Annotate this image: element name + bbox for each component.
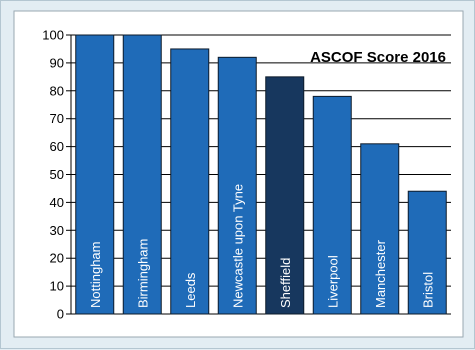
y-tick-label: 100 [42, 28, 64, 43]
bar [360, 143, 400, 315]
bar [407, 190, 447, 315]
bar-category-label: Leeds [183, 272, 198, 308]
y-tick-label: 90 [50, 55, 64, 70]
bar-category-label: Nottingham [88, 242, 103, 308]
bar-category-label: Sheffield [278, 258, 293, 308]
y-tick-label: 70 [50, 111, 64, 126]
bar-category-label: Bristol [420, 272, 435, 308]
bar-category-label: Liverpool [325, 255, 340, 308]
y-tick-label: 0 [57, 307, 64, 322]
y-tick-label: 30 [50, 223, 64, 238]
bars [75, 34, 447, 315]
y-tick-label: 20 [50, 251, 64, 266]
bar [265, 76, 305, 315]
y-tick-label: 10 [50, 279, 64, 294]
bar [170, 48, 210, 315]
bar [217, 56, 257, 315]
y-tick-label: 60 [50, 139, 64, 154]
bar [75, 34, 115, 315]
y-tick-label: 50 [50, 167, 64, 182]
bar-category-label: Manchester [373, 239, 388, 308]
y-tick-label: 40 [50, 195, 64, 210]
y-axis: 0 10 20 30 40 50 60 70 80 90 100 [42, 28, 72, 322]
bar-labels: Nottingham Birmingham Leeds Newcastle upon … [88, 184, 436, 308]
bar [312, 95, 352, 315]
bar [122, 34, 162, 315]
bar-category-label: Birmingham [135, 239, 150, 308]
bar-category-label: Newcastle upon Tyne [230, 184, 245, 308]
y-tick-label: 80 [50, 83, 64, 98]
chart-title: ASCOF Score 2016 [310, 49, 446, 66]
